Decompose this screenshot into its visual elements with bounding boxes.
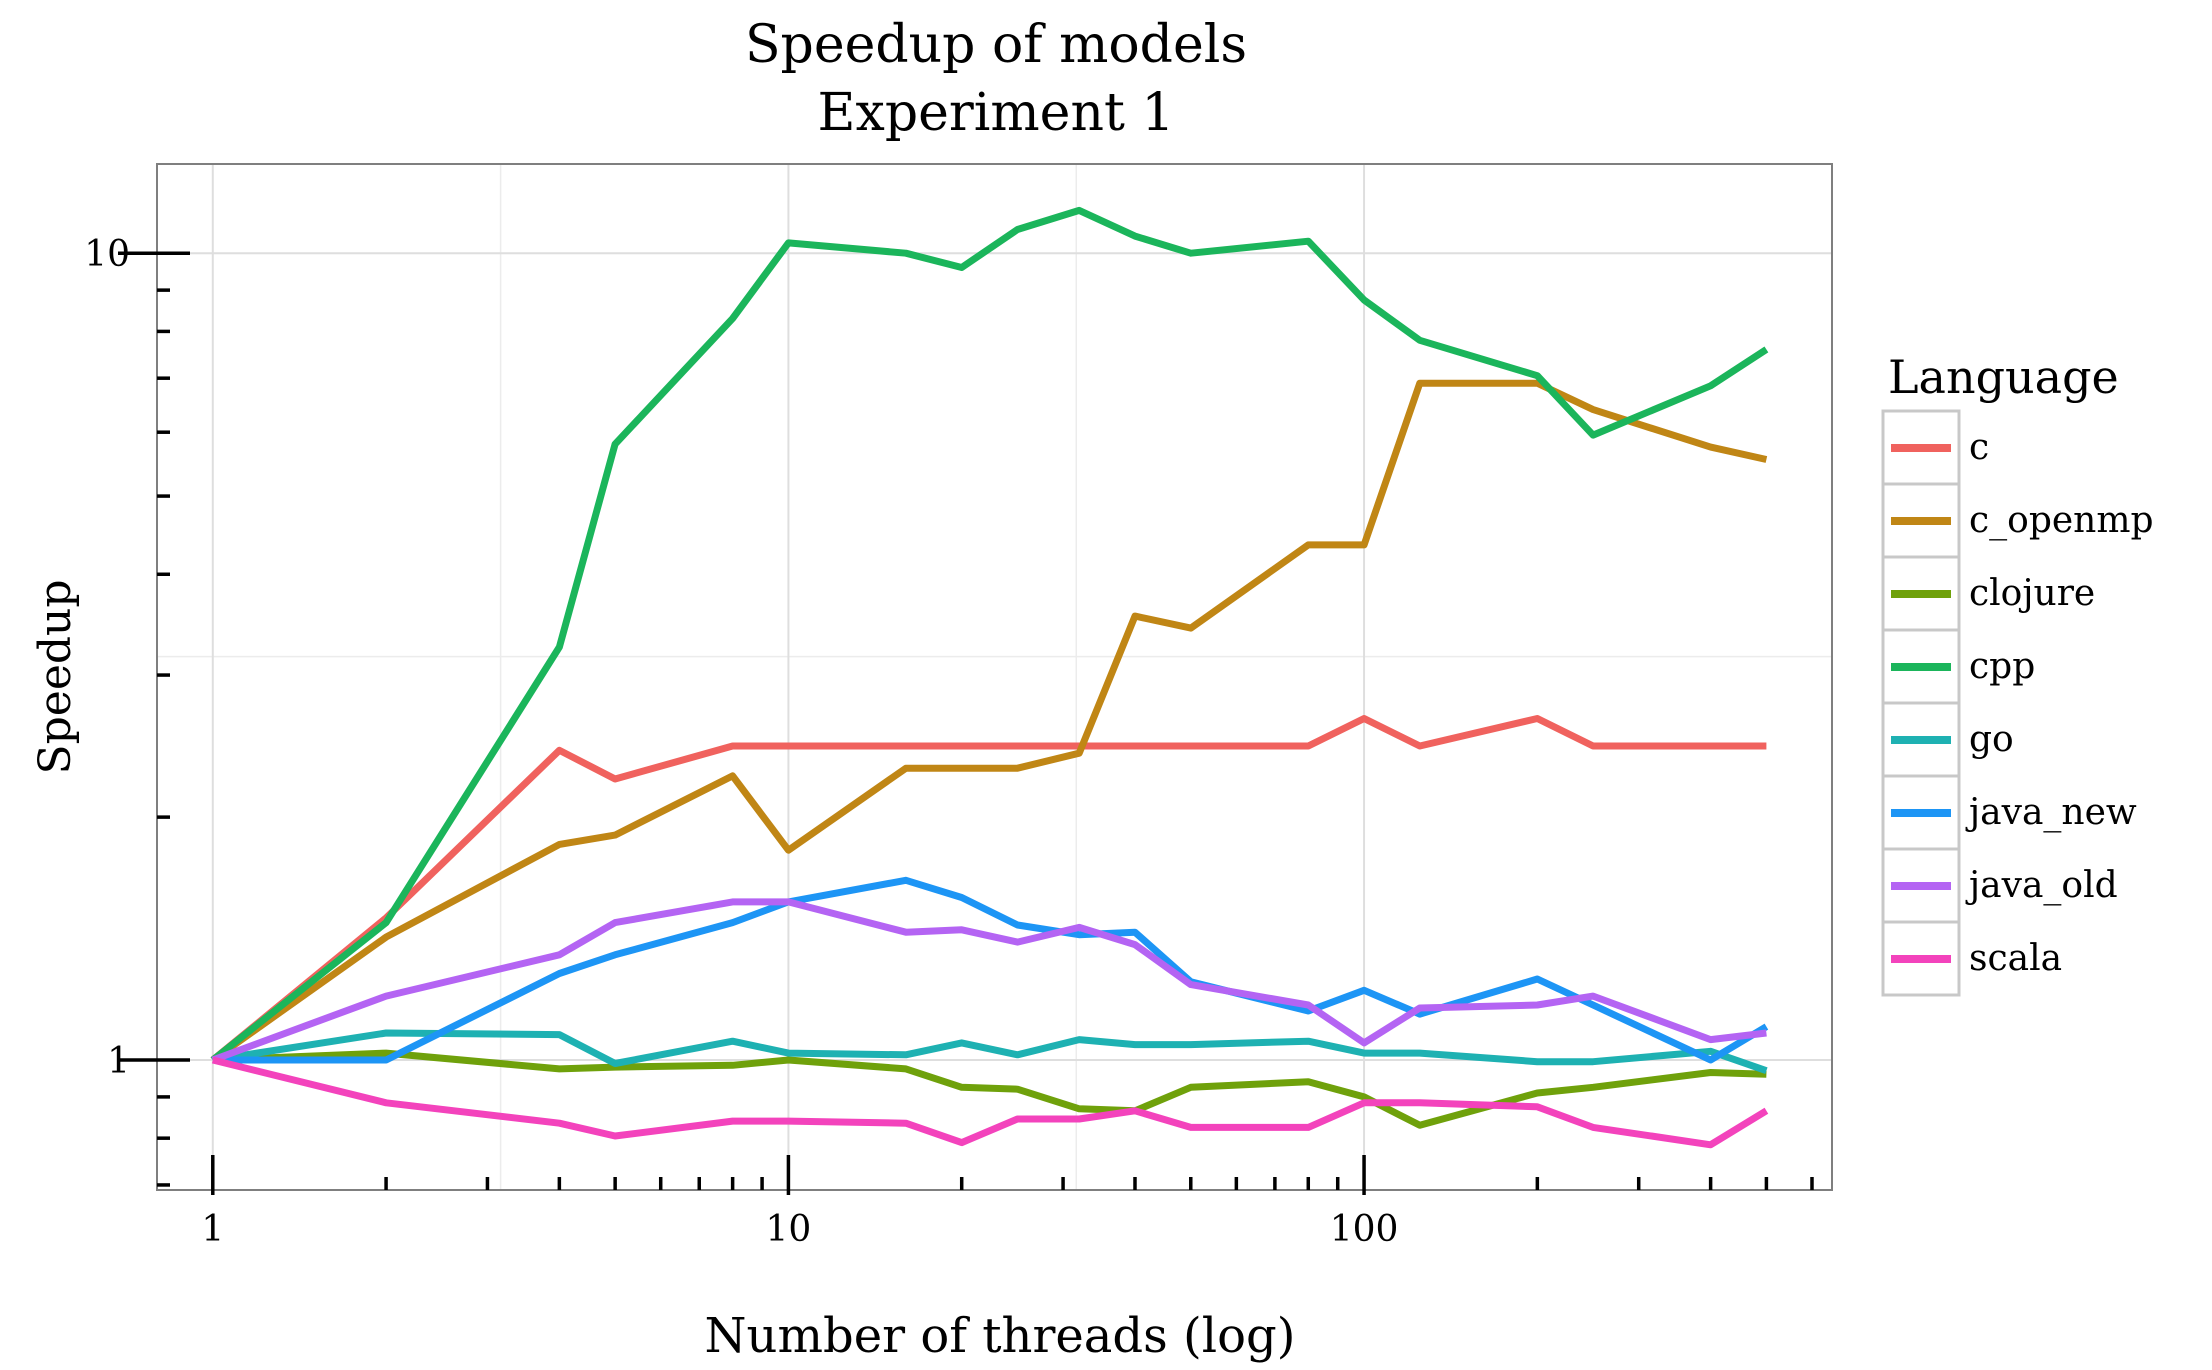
legend-label-cpp: cpp [1969, 646, 2035, 687]
x-axis: 1 10 100 [201, 1155, 1814, 1250]
y-axis: 1 10 [84, 234, 190, 1187]
y-tick-label: 10 [84, 234, 130, 275]
plot-background [157, 164, 1832, 1190]
series-line-cpp [210, 206, 1769, 1063]
x-tick-label: 100 [1330, 1209, 1399, 1250]
y-tick-label: 1 [107, 1041, 130, 1082]
chart-title: Speedup of models [745, 15, 1247, 75]
series-line-java_old [211, 898, 1767, 1064]
x-tick-label: 1 [201, 1209, 224, 1250]
legend-label-clojure: clojure [1969, 573, 2095, 614]
series-lines [210, 206, 1769, 1149]
legend-label-java_new: java_new [1965, 792, 2137, 833]
legend-label-c: c [1969, 427, 1989, 468]
legend-label-scala: scala [1969, 938, 2062, 979]
x-axis-label: Number of threads (log) [705, 1308, 1296, 1364]
x-tick-label: 10 [766, 1209, 812, 1250]
legend-label-java_old: java_old [1965, 865, 2118, 906]
series-line-scala [211, 1056, 1769, 1149]
series-line-java_new [212, 876, 1769, 1064]
series-line-clojure [212, 1049, 1767, 1129]
series-line-c_openmp [210, 379, 1768, 1063]
legend-title: Language [1888, 350, 2119, 404]
legend-label-c_openmp: c_openmp [1969, 500, 2154, 541]
series-line-go [212, 1029, 1768, 1075]
y-axis-label: Speedup [30, 579, 81, 774]
chart-subtitle: Experiment 1 [818, 83, 1175, 143]
legend-label-go: go [1969, 719, 2014, 760]
plot-border [156, 163, 1833, 1191]
plot-area [156, 163, 1833, 1191]
